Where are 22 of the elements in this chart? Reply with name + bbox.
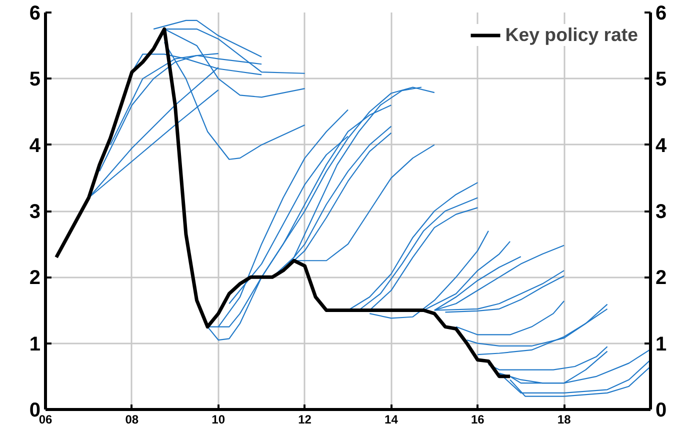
x-tick-label: 12 <box>298 412 312 426</box>
y-tick-label: 0 <box>29 400 40 422</box>
x-tick-label: 10 <box>212 412 226 426</box>
y2-tick-label: 4 <box>656 134 668 157</box>
y-tick-label: 5 <box>29 68 40 91</box>
legend-label: Key policy rate <box>505 24 638 46</box>
y2-tick-label: 0 <box>656 400 667 422</box>
y2-tick-label: 3 <box>656 201 667 223</box>
y-tick-label: 2 <box>29 267 40 290</box>
y-tick-label: 6 <box>29 2 40 24</box>
y2-tick-label: 6 <box>656 2 667 24</box>
y-tick-label: 4 <box>29 134 42 157</box>
x-tick-label: 14 <box>384 412 398 426</box>
y-tick-label: 1 <box>29 333 40 356</box>
x-tick-label: 08 <box>125 412 139 426</box>
y2-tick-label: 1 <box>656 333 667 356</box>
y2-tick-label: 5 <box>656 68 667 91</box>
y2-tick-label: 2 <box>656 267 667 290</box>
x-tick-label: 06 <box>38 412 52 426</box>
x-tick-label: 16 <box>470 412 485 426</box>
x-tick-label: 18 <box>557 412 572 426</box>
y-tick-label: 3 <box>29 201 40 223</box>
